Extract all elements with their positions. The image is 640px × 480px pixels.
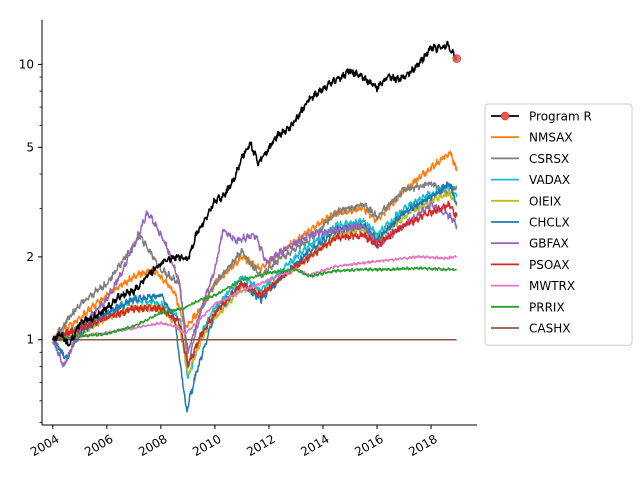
legend-item-psoax: PSOAX — [491, 258, 570, 272]
legend-label-gbfax: GBFAX — [529, 237, 569, 251]
end-markers — [452, 54, 462, 63]
legend-item-chclx: CHCLX — [491, 216, 570, 230]
legend-item-csrsx: CSRSX — [491, 152, 569, 166]
legend-marker-program-r — [500, 111, 510, 121]
legend-item-cashx: CASHX — [491, 322, 570, 336]
legend-label-csrsx: CSRSX — [529, 152, 569, 166]
series-line-program-r — [52, 40, 458, 347]
legend-item-mwtrx: MWTRX — [491, 279, 575, 293]
y-tick-label-10: 10 — [19, 57, 34, 71]
x-tick-label-2014: 2014 — [298, 432, 331, 459]
legend-item-program-r: Program R — [491, 110, 592, 124]
x-tick-label-2018: 2018 — [406, 432, 439, 459]
x-tick-label-2008: 2008 — [136, 432, 169, 459]
legend-label-cashx: CASHX — [529, 322, 570, 336]
y-axis-ticks: 1 2 5 10 — [19, 57, 42, 423]
legend-item-nmsax: NMSAX — [491, 131, 573, 145]
series-line-psoax — [52, 200, 458, 369]
legend: Program R NMSAX CSRSX VADAX OIEIX CHCLX GBFAX P… — [484, 103, 633, 346]
legend-item-vadax: VADAX — [491, 173, 570, 187]
legend-label-vadax: VADAX — [529, 173, 570, 187]
end-marker-program-r — [452, 54, 462, 63]
x-tick-label-2010: 2010 — [190, 432, 223, 459]
series-line-csrsx — [52, 181, 458, 367]
legend-item-oieix: OIEIX — [491, 194, 561, 208]
x-tick-label-2004: 2004 — [28, 432, 61, 459]
axes — [41, 20, 477, 426]
legend-items: Program R NMSAX CSRSX VADAX OIEIX CHCLX GBFAX P… — [491, 110, 592, 336]
y-tick-label-2: 2 — [26, 250, 34, 264]
series-line-vadax — [52, 184, 458, 379]
legend-label-psoax: PSOAX — [529, 258, 570, 272]
y-tick-label-5: 5 — [26, 140, 34, 154]
x-axis-ticks: 2004 2006 2008 2010 2012 2014 2016 2018 — [28, 425, 440, 459]
series-lines — [52, 40, 458, 413]
y-tick-label-1: 1 — [26, 333, 34, 347]
x-tick-label-2016: 2016 — [352, 432, 385, 459]
legend-label-program-r: Program R — [529, 110, 592, 124]
x-tick-label-2012: 2012 — [244, 432, 277, 459]
series-line-chclx — [52, 181, 458, 413]
legend-label-chclx: CHCLX — [529, 216, 570, 230]
legend-item-prrix: PRRIX — [491, 300, 565, 314]
legend-label-nmsax: NMSAX — [529, 131, 573, 145]
series-line-prrix — [52, 266, 458, 342]
x-tick-label-2006: 2006 — [82, 432, 115, 459]
legend-label-mwtrx: MWTRX — [529, 279, 575, 293]
legend-item-gbfax: GBFAX — [491, 237, 569, 251]
legend-label-oieix: OIEIX — [529, 194, 561, 208]
legend-label-prrix: PRRIX — [529, 300, 565, 314]
legend-box — [484, 103, 633, 346]
